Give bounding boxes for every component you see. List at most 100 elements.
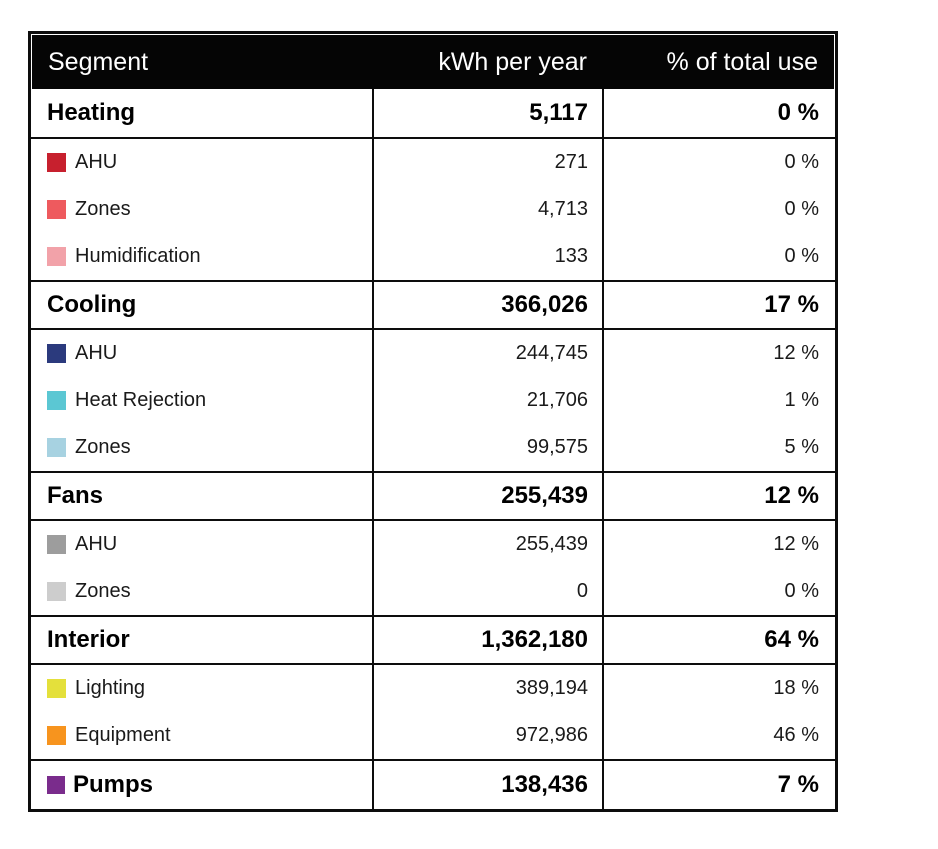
pct-cell-heating-ahu: 0 % <box>602 139 835 186</box>
segment-cell-pumps: Pumps <box>31 761 372 809</box>
kwh-cell-cooling-ahu: 244,745 <box>372 330 602 377</box>
segment-cell-heating-zones: Zones <box>31 186 372 233</box>
sub-row-interior-equipment: Equipment 972,986 46 % <box>31 712 835 759</box>
sub-row-fans-ahu: AHU 255,439 12 % <box>31 521 835 568</box>
pct-value-heating-ahu: 0 % <box>784 151 819 173</box>
group-row-heating: Heating 5,117 0 % <box>31 89 835 139</box>
legend-swatch-cooling-zones <box>47 438 66 457</box>
energy-use-table: Segment kWh per year % of total use Heat… <box>28 31 838 812</box>
segment-cell-fans-zones: Zones <box>31 568 372 615</box>
segment-cell-cooling-ahu: AHU <box>31 330 372 377</box>
table-body: Heating 5,117 0 % AHU 271 0 % Zones 4,713 0 % Hum… <box>31 89 835 809</box>
kwh-value-heating-ahu: 271 <box>554 151 588 173</box>
segment-cell-fans-ahu: AHU <box>31 521 372 568</box>
pct-value-cooling-zones: 5 % <box>784 436 819 458</box>
pct-value-heating-humidification: 0 % <box>784 245 819 267</box>
kwh-value-cooling-zones: 99,575 <box>526 436 588 458</box>
pct-cell-interior: 64 % <box>602 617 835 663</box>
segment-label-heating-zones: Zones <box>75 198 131 220</box>
kwh-cell-fans-ahu: 255,439 <box>372 521 602 568</box>
pct-value-heating: 0 % <box>777 99 819 126</box>
kwh-cell-fans-zones: 0 <box>372 568 602 615</box>
segment-label-interior-lighting: Lighting <box>75 677 146 699</box>
kwh-cell-fans: 255,439 <box>372 473 602 519</box>
pct-cell-cooling-heat-rejection: 1 % <box>602 377 835 424</box>
pct-value-cooling: 17 % <box>764 291 819 318</box>
segment-label-fans-ahu: AHU <box>75 533 118 555</box>
pct-value-fans-ahu: 12 % <box>773 533 819 555</box>
pct-cell-fans-ahu: 12 % <box>602 521 835 568</box>
kwh-cell-pumps: 138,436 <box>372 761 602 809</box>
segment-cell-interior-lighting: Lighting <box>31 665 372 712</box>
legend-swatch-heating-ahu <box>47 153 66 172</box>
legend-swatch-fans-ahu <box>47 535 66 554</box>
group-row-pumps: Pumps 138,436 7 % <box>31 759 835 809</box>
pct-cell-heating: 0 % <box>602 89 835 137</box>
pct-cell-interior-equipment: 46 % <box>602 712 835 759</box>
sub-row-cooling-zones: Zones 99,575 5 % <box>31 424 835 471</box>
kwh-cell-interior: 1,362,180 <box>372 617 602 663</box>
segment-label-cooling-heat-rejection: Heat Rejection <box>75 389 207 411</box>
segment-label-heating-humidification: Humidification <box>75 245 201 267</box>
segment-label-fans-zones: Zones <box>75 580 131 602</box>
group-row-fans: Fans 255,439 12 % <box>31 471 835 521</box>
legend-swatch-heating-zones <box>47 200 66 219</box>
kwh-value-cooling-heat-rejection: 21,706 <box>526 389 588 411</box>
sub-row-fans-zones: Zones 0 0 % <box>31 568 835 615</box>
kwh-value-heating-zones: 4,713 <box>537 198 588 220</box>
sub-row-cooling-ahu: AHU 244,745 12 % <box>31 330 835 377</box>
pct-cell-fans-zones: 0 % <box>602 568 835 615</box>
segment-cell-heating: Heating <box>31 89 372 137</box>
sub-row-heating-humidification: Humidification 133 0 % <box>31 233 835 280</box>
sub-row-interior-lighting: Lighting 389,194 18 % <box>31 665 835 712</box>
kwh-value-pumps: 138,436 <box>501 771 588 798</box>
legend-swatch-pumps <box>47 776 65 794</box>
pct-value-fans: 12 % <box>764 482 819 509</box>
legend-swatch-interior-lighting <box>47 679 66 698</box>
table-header-row: Segment kWh per year % of total use <box>32 35 834 89</box>
segment-cell-interior: Interior <box>31 617 372 663</box>
kwh-value-interior-lighting: 389,194 <box>515 677 588 699</box>
kwh-value-interior: 1,362,180 <box>481 626 588 653</box>
segment-label-interior: Interior <box>47 626 130 653</box>
sub-row-heating-zones: Zones 4,713 0 % <box>31 186 835 233</box>
kwh-value-fans: 255,439 <box>501 482 588 509</box>
column-header-segment: Segment <box>48 47 149 76</box>
pct-value-heating-zones: 0 % <box>784 198 819 220</box>
legend-swatch-cooling-heat-rejection <box>47 391 66 410</box>
segment-label-cooling-zones: Zones <box>75 436 131 458</box>
kwh-cell-interior-lighting: 389,194 <box>372 665 602 712</box>
pct-value-interior-lighting: 18 % <box>773 677 819 699</box>
pct-value-cooling-heat-rejection: 1 % <box>784 389 819 411</box>
segment-label-pumps: Pumps <box>73 771 154 798</box>
column-header-kwh: kWh per year <box>438 47 587 76</box>
segment-label-fans: Fans <box>47 482 104 509</box>
pct-cell-fans: 12 % <box>602 473 835 519</box>
kwh-cell-interior-equipment: 972,986 <box>372 712 602 759</box>
group-row-interior: Interior 1,362,180 64 % <box>31 615 835 665</box>
sub-row-heating-ahu: AHU 271 0 % <box>31 139 835 186</box>
pct-cell-interior-lighting: 18 % <box>602 665 835 712</box>
segment-label-interior-equipment: Equipment <box>75 724 171 746</box>
column-header-pct: % of total use <box>666 47 818 76</box>
kwh-value-heating-humidification: 133 <box>554 245 588 267</box>
segment-cell-cooling-heat-rejection: Heat Rejection <box>31 377 372 424</box>
kwh-cell-heating-ahu: 271 <box>372 139 602 186</box>
pct-cell-cooling-zones: 5 % <box>602 424 835 471</box>
segment-cell-interior-equipment: Equipment <box>31 712 372 759</box>
kwh-cell-heating-humidification: 133 <box>372 233 602 280</box>
kwh-cell-heating: 5,117 <box>372 89 602 137</box>
segment-cell-heating-ahu: AHU <box>31 139 372 186</box>
pct-value-cooling-ahu: 12 % <box>773 342 819 364</box>
pct-cell-pumps: 7 % <box>602 761 835 809</box>
pct-cell-heating-humidification: 0 % <box>602 233 835 280</box>
segment-label-heating: Heating <box>47 99 136 126</box>
kwh-cell-heating-zones: 4,713 <box>372 186 602 233</box>
kwh-value-heating: 5,117 <box>529 99 588 126</box>
kwh-cell-cooling-zones: 99,575 <box>372 424 602 471</box>
pct-cell-cooling-ahu: 12 % <box>602 330 835 377</box>
kwh-value-fans-ahu: 255,439 <box>515 533 588 555</box>
pct-cell-cooling: 17 % <box>602 282 835 328</box>
segment-label-heating-ahu: AHU <box>75 151 118 173</box>
pct-value-interior: 64 % <box>764 626 819 653</box>
